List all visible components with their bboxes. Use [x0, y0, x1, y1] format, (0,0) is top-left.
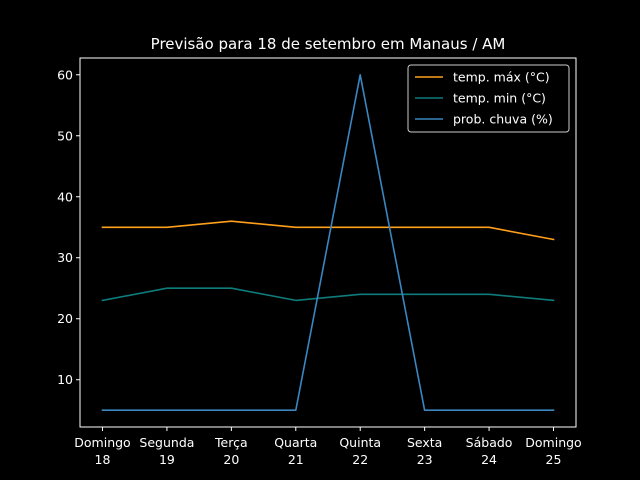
y-tick-label: 60 [57, 67, 73, 82]
x-tick-label-date: 24 [481, 452, 497, 467]
x-tick-label-date: 22 [352, 452, 368, 467]
x-tick-label-date: 25 [546, 452, 562, 467]
series-line-0 [101, 220, 555, 241]
x-tick-label-date: 18 [95, 452, 111, 467]
x-tick-label-day: Domingo [525, 435, 581, 450]
series-line-2 [101, 74, 555, 412]
x-tick-label-day: Domingo [74, 435, 130, 450]
x-tick-label-date: 19 [159, 452, 175, 467]
plot-frame [79, 57, 577, 428]
x-tick-label-date: 21 [288, 452, 304, 467]
legend-box [407, 64, 570, 133]
legend-label: temp. min (°C) [453, 91, 546, 106]
y-axis: 10 20 30 40 50 60 [57, 67, 80, 387]
legend: temp. máx (°C) temp. min (°C) prob. chuva … [407, 64, 570, 133]
y-tick-label: 50 [57, 128, 73, 143]
x-tick-label-date: 23 [417, 452, 433, 467]
x-tick-label-day: Segunda [139, 435, 194, 450]
x-tick-label-day: Sexta [407, 435, 442, 450]
x-tick-label-day: Quarta [274, 435, 317, 450]
y-tick-label: 30 [57, 250, 73, 265]
chart-title: Previsão para 18 de setembro em Manaus /… [151, 35, 506, 53]
y-tick-label: 10 [57, 372, 73, 387]
x-tick-label-date: 20 [223, 452, 239, 467]
series-lines [101, 74, 555, 412]
x-axis: Domingo 18 Segunda 19 Terça 20 Quarta 21 Quinta 2… [74, 427, 582, 467]
legend-label: prob. chuva (%) [453, 112, 553, 127]
x-tick-label-day: Terça [214, 435, 248, 450]
series-line-1 [101, 287, 555, 302]
legend-label: temp. máx (°C) [453, 70, 550, 85]
y-tick-label: 40 [57, 189, 73, 204]
y-tick-label: 20 [57, 311, 73, 326]
x-tick-label-day: Sábado [466, 435, 513, 450]
x-tick-label-day: Quinta [339, 435, 381, 450]
